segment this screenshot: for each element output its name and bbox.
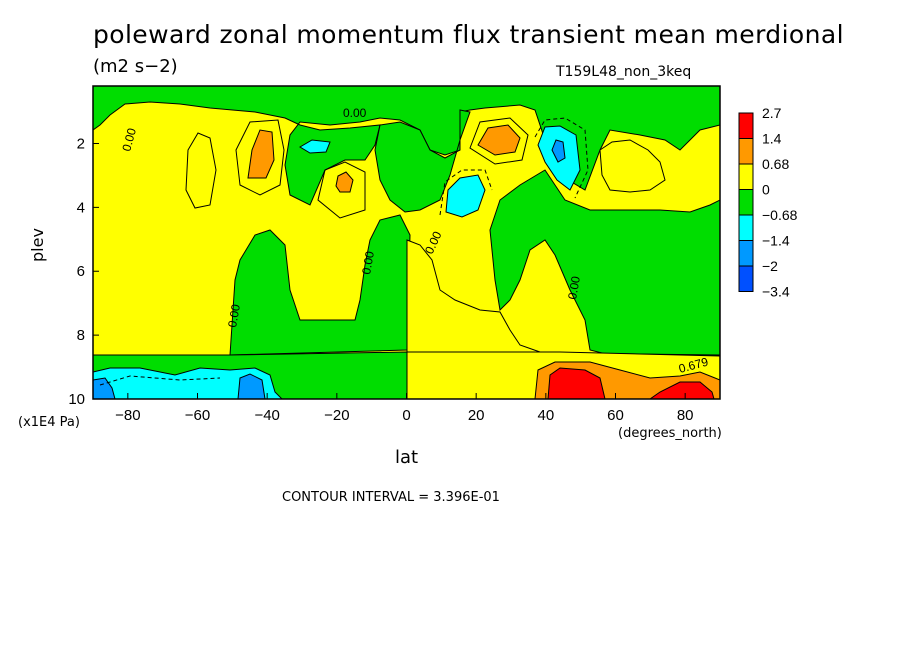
region-red-bottom-1 bbox=[547, 367, 606, 399]
colorbar-swatch bbox=[738, 214, 754, 241]
x-tick-label: 80 bbox=[677, 407, 694, 424]
colorbar-label: 0 bbox=[762, 182, 770, 198]
region-blue-bottom-1 bbox=[93, 377, 116, 399]
x-tick-label: 20 bbox=[468, 407, 485, 424]
contour-labels: 0.000.000.000.000.000.000.679 bbox=[119, 106, 710, 376]
colorbar-label: −0.68 bbox=[762, 207, 798, 223]
x-axis: −80 −60 −40 −20 0 20 40 60 80 bbox=[115, 393, 694, 424]
colorbar-label: −1.4 bbox=[762, 233, 790, 249]
contour-label: 0.00 bbox=[343, 106, 367, 120]
x-tick-label: 60 bbox=[607, 407, 624, 424]
colorbar-swatch bbox=[738, 138, 754, 165]
contour-thin-3 bbox=[469, 117, 529, 165]
x-tick-label: 40 bbox=[537, 407, 554, 424]
region-blue-upper bbox=[551, 139, 566, 163]
contour-field bbox=[93, 86, 720, 399]
y-tick-label: 10 bbox=[68, 391, 85, 408]
contour-thin-1 bbox=[235, 119, 285, 196]
contour-label: 0.00 bbox=[119, 126, 139, 152]
colorbar-label: −2 bbox=[762, 258, 778, 274]
y-axis-units: (x1E4 Pa) bbox=[18, 415, 80, 430]
colorbar-swatch bbox=[738, 189, 754, 216]
colorbar-swatch bbox=[738, 265, 754, 292]
y-axis: 2 4 6 8 10 bbox=[68, 135, 99, 408]
x-axis-label: lat bbox=[395, 447, 419, 468]
x-tick-label: −20 bbox=[324, 407, 349, 424]
contour-label: 0.00 bbox=[225, 303, 243, 329]
y-tick-label: 6 bbox=[77, 263, 85, 280]
x-tick-label: −40 bbox=[254, 407, 279, 424]
region-green-column bbox=[229, 214, 411, 356]
chart-title: poleward zonal momentum flux transient m… bbox=[93, 20, 844, 49]
y-tick-label: 8 bbox=[77, 327, 85, 344]
colorbar-swatch bbox=[738, 240, 754, 267]
region-yellow-island-right bbox=[599, 139, 666, 193]
contour-thin-2 bbox=[317, 161, 366, 219]
region-red-bottom-2 bbox=[649, 381, 715, 399]
region-orange-right bbox=[477, 124, 521, 156]
x-tick-label: 0 bbox=[402, 407, 410, 424]
region-yellow-island-left bbox=[185, 132, 217, 209]
colorbar-swatch bbox=[738, 163, 754, 190]
x-tick-label: −80 bbox=[115, 407, 140, 424]
colorbar-swatch bbox=[738, 112, 754, 139]
colorbar-label: 1.4 bbox=[762, 131, 782, 147]
contour-dashed-3 bbox=[439, 169, 493, 216]
colorbar-label: 2.7 bbox=[762, 105, 782, 121]
region-orange-left bbox=[247, 129, 275, 179]
y-tick-label: 2 bbox=[77, 135, 85, 152]
colorbar: 2.7 1.4 0.68 0 −0.68 −1.4 −2 −3.4 bbox=[738, 105, 798, 300]
experiment-label: T159L48_non_3keq bbox=[556, 64, 692, 80]
colorbar-label: 0.68 bbox=[762, 156, 789, 172]
colorbar-label: −3.4 bbox=[762, 284, 790, 300]
region-blue-bottom-2 bbox=[237, 373, 266, 399]
y-tick-label: 4 bbox=[77, 199, 85, 216]
region-cyan-upper-1 bbox=[299, 139, 331, 154]
contour-label: 0.00 bbox=[565, 275, 583, 301]
contour-dashed-1 bbox=[99, 375, 221, 386]
x-axis-units: (degrees_north) bbox=[618, 426, 722, 441]
chart-units: (m2 s−2) bbox=[93, 56, 178, 77]
region-orange-small bbox=[335, 171, 354, 193]
region-cyan-bottom bbox=[93, 367, 283, 399]
y-axis-label: plev bbox=[28, 228, 47, 262]
x-tick-label: −60 bbox=[185, 407, 210, 424]
contour-interval: CONTOUR INTERVAL = 3.396E-01 bbox=[282, 490, 500, 505]
contour-label: 0.00 bbox=[359, 250, 377, 276]
region-cyan-upper-2 bbox=[445, 174, 486, 218]
contour-dashed-2 bbox=[534, 117, 589, 199]
region-green-center bbox=[374, 109, 471, 213]
